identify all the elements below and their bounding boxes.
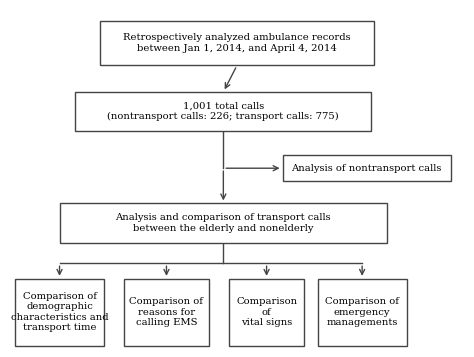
Text: Retrospectively analyzed ambulance records
between Jan 1, 2014, and April 4, 201: Retrospectively analyzed ambulance recor…: [123, 34, 351, 53]
FancyBboxPatch shape: [229, 279, 304, 346]
FancyBboxPatch shape: [318, 279, 407, 346]
FancyBboxPatch shape: [283, 155, 451, 181]
Text: Comparison of
emergency
managements: Comparison of emergency managements: [325, 297, 399, 327]
Text: Analysis of nontransport calls: Analysis of nontransport calls: [292, 164, 442, 173]
FancyBboxPatch shape: [100, 21, 374, 65]
Text: Comparison
of
vital signs: Comparison of vital signs: [236, 297, 297, 327]
Text: Analysis and comparison of transport calls
between the elderly and nonelderly: Analysis and comparison of transport cal…: [116, 213, 331, 233]
FancyBboxPatch shape: [60, 203, 387, 243]
FancyBboxPatch shape: [124, 279, 209, 346]
Text: 1,001 total calls
(nontransport calls: 226; transport calls: 775): 1,001 total calls (nontransport calls: 2…: [108, 102, 339, 121]
Text: Comparison of
demographic
characteristics and
transport time: Comparison of demographic characteristic…: [11, 292, 109, 332]
FancyBboxPatch shape: [75, 92, 371, 131]
FancyBboxPatch shape: [15, 279, 104, 346]
Text: Comparison of
reasons for
calling EMS: Comparison of reasons for calling EMS: [129, 297, 203, 327]
